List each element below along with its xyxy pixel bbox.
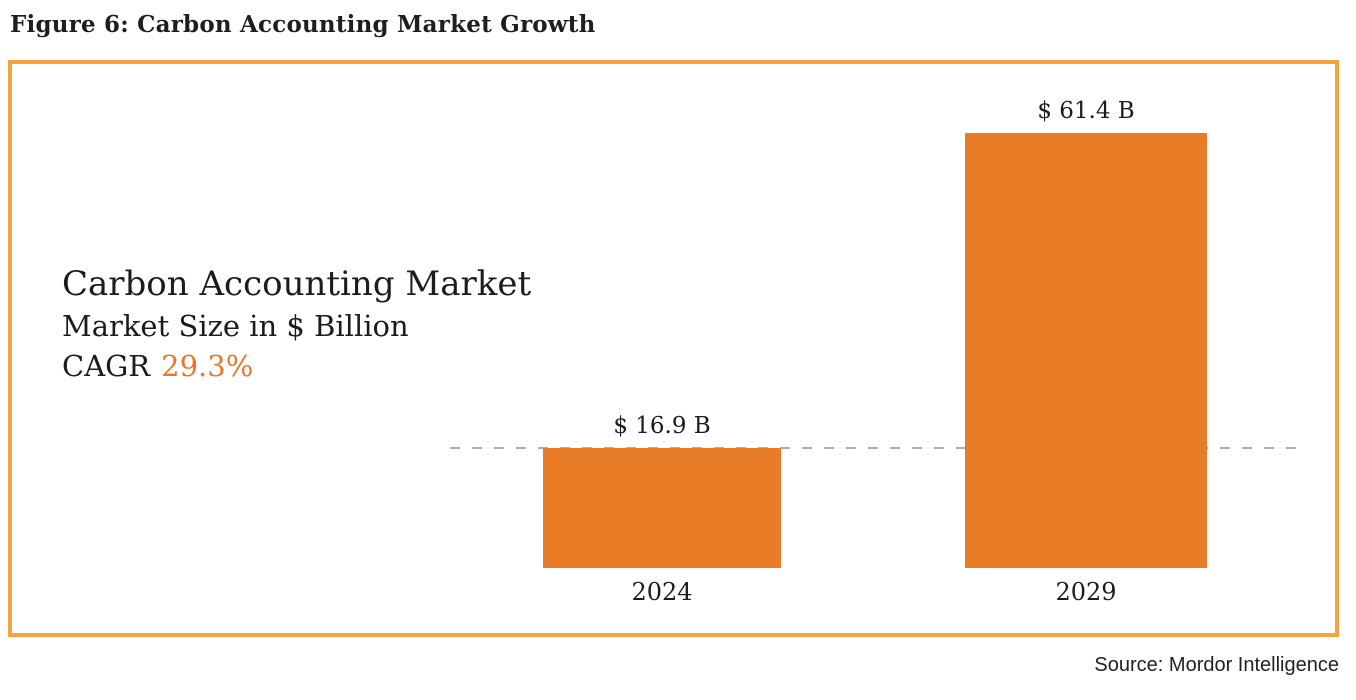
bar-group-2024: $ 16.9 B 2024 xyxy=(543,64,781,606)
x-axis-label-2024: 2024 xyxy=(631,578,693,606)
figure-heading: Figure 6: Carbon Accounting Market Growt… xyxy=(10,11,596,38)
cagr-label: CAGR xyxy=(62,349,151,383)
cagr-line: CAGR 29.3% xyxy=(62,346,531,386)
bar-value-label-2029: $ 61.4 B xyxy=(1037,98,1135,124)
bar-group-2029: $ 61.4 B 2029 xyxy=(965,64,1207,606)
chart-title: Carbon Accounting Market xyxy=(62,264,532,304)
chart-frame: Carbon Accounting Market Market Size in … xyxy=(8,60,1339,637)
bar-plot: $ 16.9 B 2024 $ 61.4 B 2029 xyxy=(12,64,1335,606)
chart-area: Carbon Accounting Market Market Size in … xyxy=(12,64,1335,633)
bar-value-label-2024: $ 16.9 B xyxy=(613,413,711,440)
bar-2029 xyxy=(965,133,1207,568)
chart-title-block: Carbon Accounting Market Market Size in … xyxy=(62,262,531,386)
chart-subtitle: Market Size in $ Billion xyxy=(62,309,409,343)
bar-2024 xyxy=(543,448,781,568)
reference-dashed-line xyxy=(450,447,1300,450)
x-axis-label-2029: 2029 xyxy=(1055,578,1117,606)
source-caption: Source: Mordor Intelligence xyxy=(1094,654,1339,676)
cagr-value: 29.3% xyxy=(161,349,254,383)
